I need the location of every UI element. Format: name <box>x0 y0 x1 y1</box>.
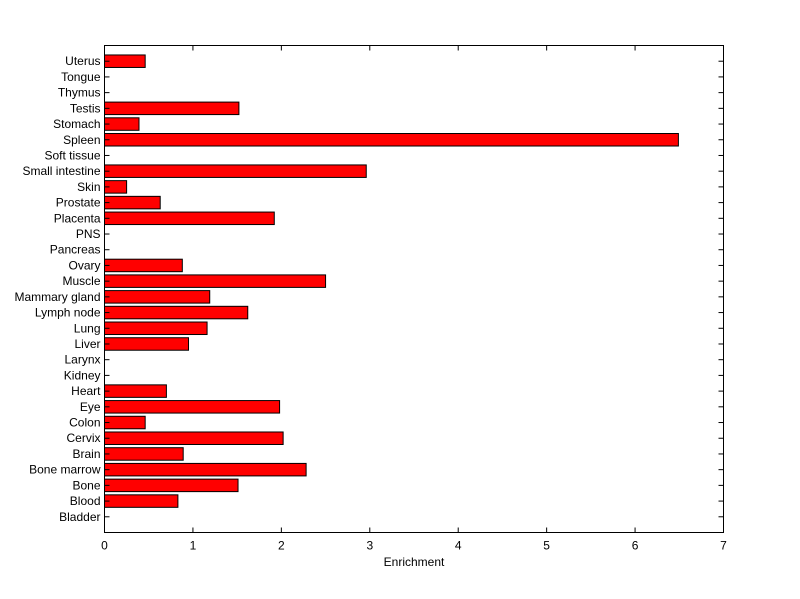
y-tick-label-heart: Heart <box>71 384 101 398</box>
y-tick-label-pancreas: Pancreas <box>50 243 101 257</box>
bar-bone-marrow <box>104 462 307 477</box>
y-tick-label-colon: Colon <box>69 416 100 430</box>
bar-ovary <box>104 258 183 273</box>
y-tick-label-testis: Testis <box>70 101 101 115</box>
x-axis-label: Enrichment <box>384 555 445 569</box>
plot-frame <box>104 45 724 533</box>
bar-brain <box>104 447 184 461</box>
y-tick-label-blood: Blood <box>70 494 101 508</box>
y-tick-label-placenta: Placenta <box>54 211 101 225</box>
y-tick-label-cervix: Cervix <box>66 431 100 445</box>
y-tick-label-prostate: Prostate <box>56 196 101 210</box>
bar-uterus <box>104 54 146 68</box>
x-tick-label-1: 1 <box>190 539 197 553</box>
x-tick-label-3: 3 <box>366 539 373 553</box>
y-tick-label-small-intestine: Small intestine <box>22 164 100 178</box>
x-tick-label-7: 7 <box>720 539 727 553</box>
y-tick-label-larynx: Larynx <box>64 353 100 367</box>
x-tick-label-6: 6 <box>632 539 639 553</box>
bar-liver <box>104 337 190 351</box>
y-tick-label-lung: Lung <box>74 321 101 335</box>
y-tick-label-mammary-gland: Mammary gland <box>14 290 100 304</box>
bar-placenta <box>104 211 275 226</box>
bars-group <box>104 54 679 508</box>
y-tick-label-bone: Bone <box>72 478 100 492</box>
y-tick-label-stomach: Stomach <box>53 117 100 131</box>
bar-muscle <box>104 274 327 288</box>
y-tick-label-eye: Eye <box>80 400 101 414</box>
y-tick-label-lymph-node: Lymph node <box>35 306 101 320</box>
bar-mammary-gland <box>104 290 211 304</box>
bar-spleen <box>104 133 679 147</box>
bar-lung <box>104 321 208 336</box>
y-tick-label-tongue: Tongue <box>61 70 101 84</box>
bar-eye <box>104 400 281 414</box>
bar-stomach <box>104 117 140 131</box>
bar-heart <box>104 384 167 398</box>
y-tick-label-muscle: Muscle <box>62 274 100 288</box>
x-tick-label-4: 4 <box>455 539 462 553</box>
y-tick-label-uterus: Uterus <box>65 54 100 68</box>
bar-cervix <box>104 431 284 445</box>
x-tick-label-2: 2 <box>278 539 285 553</box>
bar-lymph-node <box>104 305 249 320</box>
y-tick-label-ovary: Ovary <box>68 258 100 272</box>
y-tick-label-bladder: Bladder <box>59 510 100 524</box>
bar-colon <box>104 415 146 430</box>
bar-blood <box>104 494 179 508</box>
y-tick-label-soft-tissue: Soft tissue <box>44 148 100 162</box>
x-tick-label-0: 0 <box>101 539 108 553</box>
y-tick-label-brain: Brain <box>72 447 100 461</box>
y-tick-label-thymus: Thymus <box>58 86 101 100</box>
x-ticks-group: 0 1 2 3 4 5 6 7 <box>101 45 727 553</box>
y-tick-label-spleen: Spleen <box>63 133 100 147</box>
bar-prostate <box>104 195 161 210</box>
bar-testis <box>104 101 240 116</box>
y-tick-label-bone-marrow: Bone marrow <box>29 463 101 477</box>
y-tick-label-pns: PNS <box>76 227 101 241</box>
bar-bone <box>104 478 239 493</box>
y-tick-label-skin: Skin <box>77 180 100 194</box>
y-tick-label-liver: Liver <box>74 337 100 351</box>
y-tick-label-kidney: Kidney <box>64 368 101 382</box>
x-tick-label-5: 5 <box>543 539 550 553</box>
bar-small-intestine <box>104 164 367 178</box>
